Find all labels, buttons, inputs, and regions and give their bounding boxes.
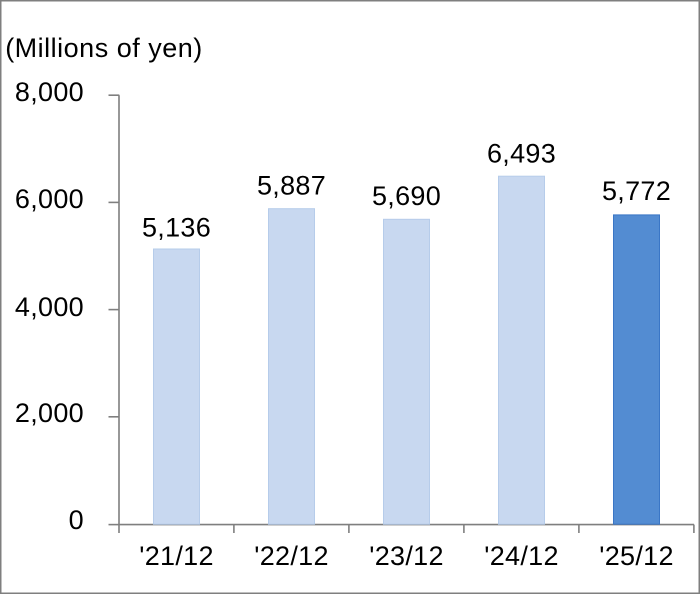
svg-text:5,690: 5,690 [372,181,441,211]
svg-text:4,000: 4,000 [15,292,84,322]
svg-text:'23/12: '23/12 [369,541,444,571]
svg-text:8,000: 8,000 [15,77,84,107]
svg-text:5,772: 5,772 [602,176,671,206]
svg-text:(Millions of yen): (Millions of yen) [5,33,203,63]
svg-text:5,887: 5,887 [257,170,326,200]
svg-text:0: 0 [69,505,84,535]
svg-text:'24/12: '24/12 [484,541,559,571]
svg-text:6,493: 6,493 [487,139,556,169]
svg-text:'25/12: '25/12 [599,541,674,571]
svg-text:5,136: 5,136 [142,212,211,242]
svg-text:2,000: 2,000 [15,398,84,428]
svg-text:6,000: 6,000 [15,184,84,214]
svg-text:'21/12: '21/12 [139,541,214,571]
svg-text:'22/12: '22/12 [254,541,329,571]
